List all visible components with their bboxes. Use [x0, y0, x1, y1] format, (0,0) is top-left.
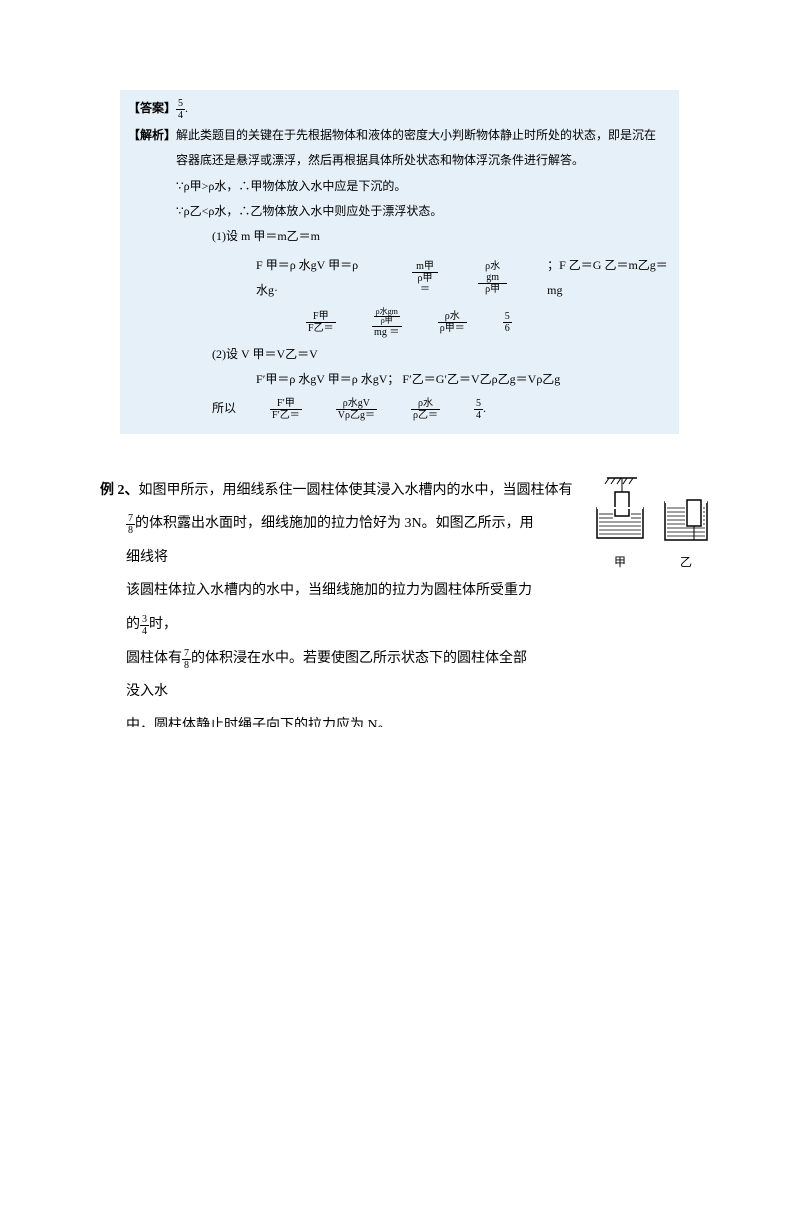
question-line: 圆柱体有 7 8 的体积浸在水中。若要使图乙所示状态下的圆柱体全部没入水: [126, 642, 540, 709]
diagram-jia-icon: [593, 474, 647, 546]
answer-value: 5 4 .: [176, 96, 188, 121]
figure-label-jia: 甲: [593, 548, 647, 577]
analysis-content: 解此类题目的关键在于先根据物体和液体的密度大小判断物体静止时所处的状态，即是沉在…: [176, 123, 671, 421]
eq-frac: ρ水 ρ乙＝: [411, 398, 440, 421]
question-line: 该圆柱体拉入水槽内的水中，当细线施加的拉力为圆柱体所受重力的 3 4 时，: [126, 574, 540, 641]
equation-row-3: F′甲＝ρ 水gV 甲＝ρ 水gV； F′乙＝G′乙＝V乙ρ乙g＝Vρ乙g: [176, 367, 671, 392]
analysis-label: 【解析】: [128, 123, 176, 148]
part2-head: (2)设 V 甲＝V乙＝V: [176, 342, 671, 367]
equation-row-1: F 甲＝ρ 水gV 甲＝ρ 水g· m甲 ρ甲＝ ρ水gm ρ甲 ；F 乙＝G …: [176, 253, 671, 303]
eq-frac: F甲 F乙＝: [306, 311, 336, 334]
part1-head: (1)设 m 甲＝m乙＝m: [176, 224, 671, 249]
figure-area: 甲 乙: [593, 474, 711, 577]
analysis-line: 解此类题目的关键在于先根据物体和液体的密度大小判断物体静止时所处的状态，即是沉在: [176, 123, 671, 148]
eq-prefix: 所以: [212, 396, 236, 421]
equation-row-4: 所以 F′甲 F′乙＝ ρ水gV Vρ乙g＝ ρ水 ρ乙＝ 5 4: [176, 396, 671, 421]
fraction-c: 7 8: [182, 648, 191, 671]
question-line-truncated: 中，圆柱体静止时绳子向下的拉力应为 N。: [126, 709, 540, 727]
figure-jia: 甲: [593, 474, 647, 577]
eq-frac: ρ水gm ρ甲: [478, 261, 507, 295]
question-line: 7 8 的体积露出水面时，细线施加的拉力恰好为 3N。如图乙所示，用细线将: [126, 507, 540, 574]
eq-frac: m甲 ρ甲＝: [412, 261, 438, 295]
analysis-row: 【解析】 解此类题目的关键在于先根据物体和液体的密度大小判断物体静止时所处的状态…: [128, 123, 671, 421]
analysis-line: 容器底还是悬浮或漂浮，然后再根据具体所处状态和物体浮沉条件进行解答。: [176, 148, 671, 173]
eq-frac: ρ水 ρ甲＝: [438, 311, 467, 334]
fraction-a: 7 8: [126, 513, 135, 536]
answer-analysis-box: 【答案】 5 4 . 【解析】 解此类题目的关键在于先根据物体和液体的密度大小判…: [120, 90, 679, 434]
equation-row-2: F甲 F乙＝ ρ水gm ρ甲 mg ＝ ρ水 ρ甲＝: [176, 308, 671, 339]
analysis-line: ∵ρ乙<ρ水，∴乙物体放入水中则应处于漂浮状态。: [176, 199, 671, 224]
eq-frac: ρ水gV Vρ乙g＝: [336, 398, 377, 421]
answer-fraction: 5 4: [176, 98, 185, 121]
eq-frac: ρ水gm ρ甲 mg ＝: [372, 308, 402, 339]
eq-result: 5 6: [503, 311, 512, 334]
eq-text: ；F 乙＝G 乙＝m乙g＝mg: [547, 253, 671, 303]
eq-frac: F′甲 F′乙＝: [270, 398, 302, 421]
figure-label-yi: 乙: [661, 548, 711, 577]
question-label: 例 2、: [100, 483, 139, 498]
analysis-line: ∵ρ甲>ρ水，∴甲物体放入水中应是下沉的。: [176, 174, 671, 199]
answer-row: 【答案】 5 4 .: [128, 96, 671, 121]
figure-yi: 乙: [661, 488, 711, 577]
eq-text: F 甲＝ρ 水gV 甲＝ρ 水g·: [256, 253, 372, 303]
question-body: 7 8 的体积露出水面时，细线施加的拉力恰好为 3N。如图乙所示，用细线将 该圆…: [100, 507, 540, 727]
fraction-b: 3 4: [140, 614, 149, 637]
answer-label: 【答案】: [128, 96, 176, 121]
question-2: 例 2、如图甲所示，用细线系住一圆柱体使其浸入水槽内的水中，当圆柱体有 7 8 …: [100, 474, 699, 727]
diagram-yi-icon: [661, 488, 711, 546]
eq-result: 5 4: [474, 398, 483, 421]
